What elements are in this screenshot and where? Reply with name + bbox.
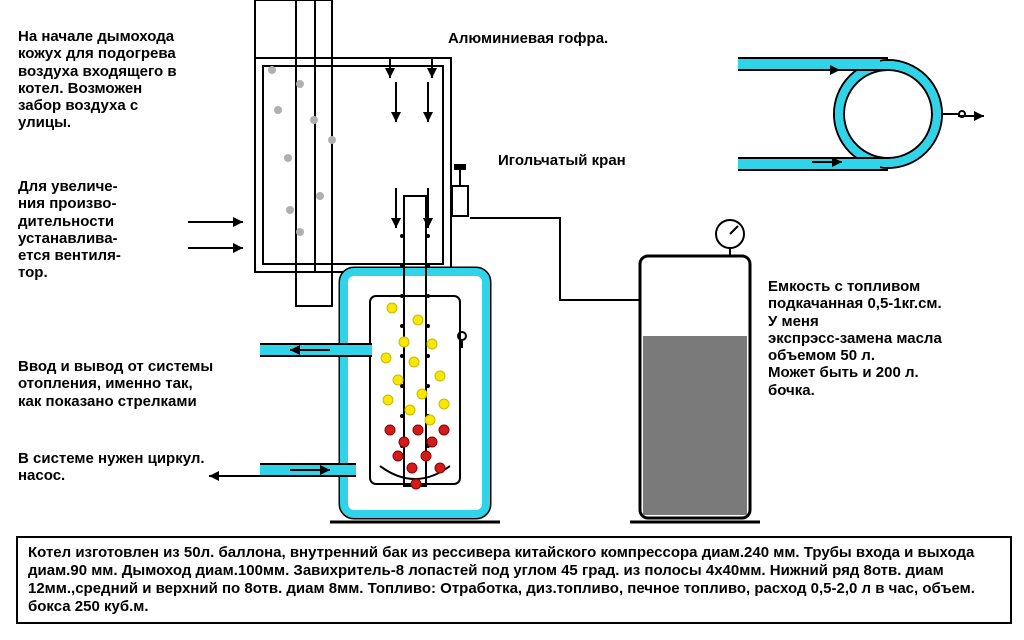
bottom-caption: Котел изготовлен из 50л. баллона, внутре… [16,536,1012,624]
label-fan: Для увеличе- ния произво- дительности ус… [18,178,188,282]
label-top-left: На начале дымохода кожух для подогрева в… [18,28,248,132]
label-corrugated: Алюминиевая гофра. [448,30,708,47]
label-fuel: Емкость с топливом подкачанная 0,5-1кг.с… [768,278,1014,399]
label-io: Ввод и вывод от системы отопления, именн… [18,358,286,410]
label-needle: Игольчатый кран [498,152,718,169]
diagram-stage: На начале дымохода кожух для подогрева в… [0,0,1024,640]
label-pump: В системе нужен циркул. насос. [18,450,286,485]
